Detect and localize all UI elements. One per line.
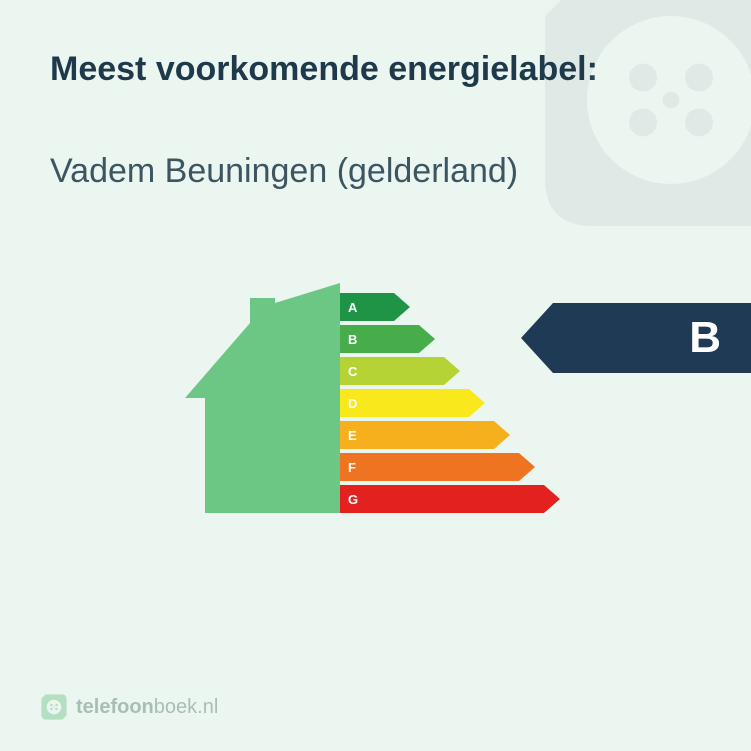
footer-text-light: boek.nl [154,696,219,718]
energy-chart: ABCDEFG B [50,273,701,533]
watermark-icon [531,0,751,240]
bar-shape [340,485,560,513]
energy-bar-e: E [340,421,560,449]
house-icon [180,283,340,513]
footer-text: telefoonboek.nl [76,696,218,719]
energy-bar-d: D [340,389,560,417]
footer-text-bold: telefoon [76,696,154,718]
infographic-card: Meest voorkomende energielabel: Vadem Be… [0,0,751,751]
bar-shape [340,389,485,417]
bar-shape [340,357,460,385]
footer-logo-icon [40,693,68,721]
card-title: Meest voorkomende energielabel: [50,50,701,89]
energy-bar-f: F [340,453,560,481]
footer: telefoonboek.nl [40,693,218,721]
energy-bar-g: G [340,485,560,513]
bar-shape [340,453,535,481]
result-badge: B [521,303,751,378]
badge-letter: B [689,313,721,363]
card-subtitle: Vadem Beuningen (gelderland) [50,149,701,193]
bar-shape [340,293,410,321]
bar-shape [340,421,510,449]
bar-shape [340,325,435,353]
